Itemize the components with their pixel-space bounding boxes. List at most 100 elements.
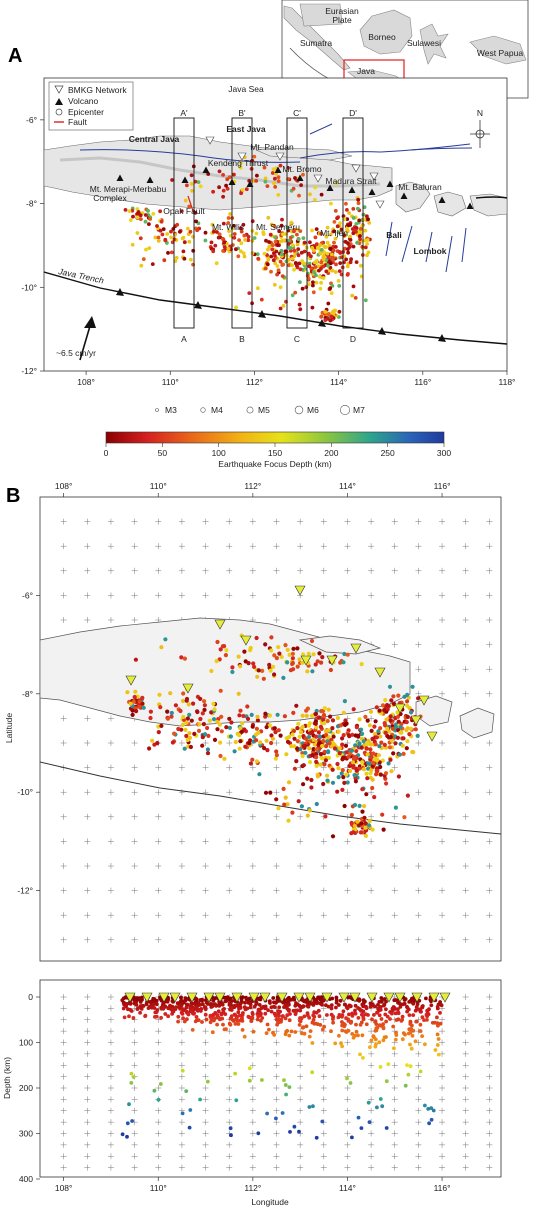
epicenter-dot xyxy=(283,643,288,648)
depth-section-frame xyxy=(39,979,502,1178)
epicenter-dot xyxy=(352,802,358,808)
magnitude-label: M6 xyxy=(307,405,319,415)
epicenter-dot xyxy=(363,714,368,720)
bmkg-station-icon xyxy=(439,992,451,1003)
epicenter-dot xyxy=(314,801,319,807)
epicenter-dot xyxy=(410,1033,415,1038)
epicenter-dot xyxy=(209,240,214,245)
epicenter-dot xyxy=(265,184,270,189)
epicenter-dot xyxy=(188,1006,193,1011)
epicenter-dot xyxy=(256,1131,261,1136)
volcano-icon xyxy=(386,180,394,187)
epicenter-dot xyxy=(156,239,161,243)
epicenter-dot xyxy=(254,231,259,236)
epicenter-dot xyxy=(176,1014,181,1019)
epicenter-dot xyxy=(226,221,231,225)
epicenter-dot xyxy=(335,715,340,721)
epicenter-dot xyxy=(248,761,253,766)
epicenter-dot xyxy=(307,1105,312,1109)
epicenter-dot xyxy=(374,735,379,740)
epicenter-dot xyxy=(315,659,320,664)
epicenter-dot xyxy=(267,240,271,244)
epicenter-dot xyxy=(311,652,316,657)
epicenter-dot xyxy=(418,1007,423,1012)
epicenter-dot xyxy=(281,232,285,237)
epicenter-dot xyxy=(234,247,238,252)
epicenter-dot xyxy=(317,651,322,656)
epicenter-dot xyxy=(210,222,215,227)
place-opak: Opak Fault xyxy=(163,206,205,216)
epicenter-dot xyxy=(189,257,193,262)
epicenter-dot xyxy=(226,216,231,220)
epicenter-dot xyxy=(301,1025,305,1030)
legend: BMKG Network Volcano Epicenter Fault xyxy=(48,81,134,131)
epicenter-dot xyxy=(388,757,393,762)
epicenter-dot xyxy=(312,260,317,265)
epicenter-dot xyxy=(305,669,310,674)
epicenter-dot xyxy=(195,1018,199,1023)
epicenter-dot xyxy=(334,1005,338,1010)
bali-island xyxy=(395,181,431,213)
madura-island-b xyxy=(298,635,382,655)
epicenter-dot xyxy=(221,236,225,241)
epicenter-dot xyxy=(240,1028,245,1032)
epicenter-dot xyxy=(264,738,269,743)
epicenter-dot xyxy=(309,638,315,644)
profile-label-top: A' xyxy=(180,108,188,118)
epicenter-dot xyxy=(165,709,170,714)
epicenter-dot xyxy=(228,212,233,216)
epicenter-dot xyxy=(291,728,297,734)
bmkg-station-icon xyxy=(182,683,194,694)
epicenter-dot xyxy=(215,727,220,732)
epicenter-dot xyxy=(346,272,350,276)
epicenter-dot xyxy=(205,1079,210,1084)
epicenter-dot xyxy=(360,1033,365,1038)
profile-label-bottom: A xyxy=(181,334,187,344)
epicenter-dot xyxy=(303,261,307,266)
epicenter-dot xyxy=(359,821,364,826)
volcano-icon xyxy=(146,176,154,183)
epicenter-dot xyxy=(184,720,189,725)
epicenter-dot xyxy=(246,1000,251,1005)
epicenter-dot xyxy=(384,1035,388,1039)
epicenter-dot xyxy=(331,1014,335,1019)
epicenter-dot xyxy=(384,717,389,722)
epicenter-dot xyxy=(382,721,387,726)
epicenter-dot xyxy=(147,222,151,227)
epicenter-dot xyxy=(261,232,266,237)
epicenter-dot xyxy=(344,201,348,206)
epicenter-dot xyxy=(182,656,187,661)
epicenter-dot xyxy=(162,258,167,263)
epicenter-dot xyxy=(310,730,315,735)
epicenter-dot xyxy=(237,1013,242,1018)
epicenter-dot xyxy=(324,245,328,250)
epicenter-dot xyxy=(332,746,337,751)
epicenter-dot xyxy=(396,1011,401,1016)
epicenter-dot xyxy=(279,252,284,257)
epicenter-dot xyxy=(158,209,163,214)
epicenter-dot xyxy=(262,251,267,256)
bmkg-station-icon xyxy=(205,136,215,145)
epicenter-dot xyxy=(388,714,393,719)
epicenter-dot xyxy=(214,1004,219,1008)
epicenter-dot xyxy=(325,778,330,783)
epicenter-dot xyxy=(435,1004,440,1009)
epicenter-dot xyxy=(301,782,306,787)
epicenter-dot xyxy=(354,1022,358,1027)
epicenter-dot xyxy=(366,1013,370,1017)
epicenter-dot xyxy=(337,746,342,751)
epicenter-dot xyxy=(238,726,243,731)
epicenter-dot xyxy=(211,701,216,706)
epicenter-dot xyxy=(393,724,399,730)
epicenter-dot xyxy=(187,731,192,736)
epicenter-dot xyxy=(277,229,282,234)
map-a-lat-tick: -12° xyxy=(21,366,37,376)
volcano-icon xyxy=(274,166,282,173)
volcano-icon xyxy=(438,196,446,203)
epicenter-dot xyxy=(358,234,362,238)
volcano-icon xyxy=(181,176,189,183)
epicenter-dot xyxy=(267,713,272,718)
epicenter-dot xyxy=(238,708,243,713)
place-semeru: Mt. Semeru xyxy=(256,222,300,232)
epicenter-dot xyxy=(156,730,161,735)
